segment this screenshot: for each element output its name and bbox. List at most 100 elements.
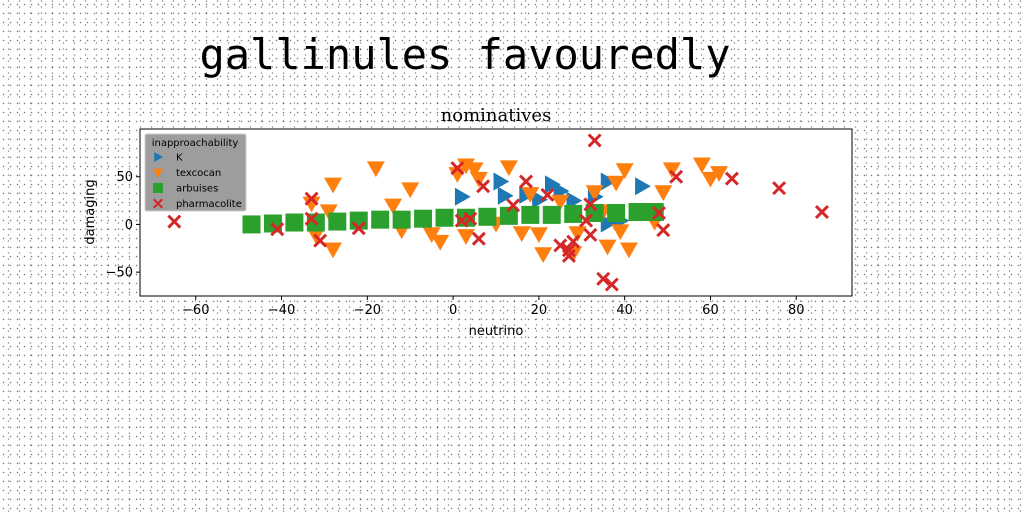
data-point bbox=[313, 233, 328, 248]
data-point bbox=[600, 172, 617, 191]
data-point bbox=[519, 174, 534, 189]
data-point bbox=[450, 161, 465, 176]
data-point bbox=[579, 213, 594, 228]
data-point bbox=[242, 215, 261, 234]
data-point bbox=[469, 171, 488, 188]
data-point bbox=[529, 227, 548, 243]
y-axis: −50 0 50 bbox=[106, 170, 140, 281]
data-point bbox=[645, 203, 664, 222]
y-tick-label: 50 bbox=[116, 170, 133, 185]
x-tick-label: −60 bbox=[182, 303, 209, 318]
plot-frame bbox=[139, 128, 853, 297]
chart-title: nominatives bbox=[441, 105, 552, 126]
data-point bbox=[465, 162, 484, 179]
data-point bbox=[701, 171, 720, 188]
legend-marker bbox=[154, 152, 163, 162]
data-point bbox=[553, 238, 568, 253]
data-point bbox=[585, 185, 604, 201]
data-point bbox=[598, 239, 617, 256]
data-point bbox=[499, 206, 518, 225]
x-tick-label: 20 bbox=[531, 303, 548, 318]
data-point bbox=[583, 197, 598, 212]
data-point bbox=[167, 214, 182, 229]
data-point bbox=[319, 204, 338, 221]
data-point bbox=[583, 227, 598, 242]
data-point bbox=[499, 160, 518, 177]
data-point bbox=[371, 210, 390, 229]
data-point bbox=[551, 194, 570, 211]
x-tick-label: 0 bbox=[449, 303, 457, 318]
series-1 bbox=[302, 157, 729, 264]
legend-label: pharmacolite bbox=[176, 199, 242, 210]
data-point bbox=[431, 234, 450, 251]
data-point bbox=[304, 211, 319, 226]
data-point bbox=[600, 214, 617, 233]
data-point bbox=[607, 175, 626, 192]
data-point bbox=[568, 226, 587, 243]
data-point bbox=[628, 203, 647, 222]
x-tick-label: 40 bbox=[616, 303, 633, 318]
x-tick-label: 80 bbox=[788, 303, 805, 318]
data-point bbox=[772, 181, 787, 196]
data-point bbox=[493, 172, 510, 191]
series-3 bbox=[167, 133, 829, 292]
data-point bbox=[587, 133, 602, 148]
data-point bbox=[566, 234, 581, 249]
data-point bbox=[302, 196, 321, 213]
x-axis-label: neutrino bbox=[469, 324, 524, 339]
data-point bbox=[532, 190, 548, 209]
data-point bbox=[654, 185, 673, 201]
data-point bbox=[656, 223, 671, 238]
data-point bbox=[471, 231, 486, 246]
data-point bbox=[724, 171, 739, 186]
data-point bbox=[651, 205, 666, 220]
data-point bbox=[561, 243, 576, 258]
data-point bbox=[814, 205, 829, 220]
data-point bbox=[285, 213, 304, 232]
legend-label: texcocan bbox=[176, 168, 221, 179]
legend-marker bbox=[153, 168, 163, 178]
legend-box bbox=[144, 133, 247, 212]
data-point bbox=[662, 162, 681, 179]
legend-title: inapproachability bbox=[152, 138, 239, 149]
data-point bbox=[454, 187, 471, 206]
x-axis: −60 −40 −20 0 20 40 60 80 bbox=[182, 296, 805, 318]
data-point bbox=[392, 210, 411, 229]
data-point bbox=[542, 205, 561, 224]
data-point bbox=[635, 177, 651, 196]
data-point bbox=[692, 157, 711, 174]
y-tick-label: −50 bbox=[106, 266, 133, 281]
data-point bbox=[324, 177, 343, 194]
data-point bbox=[366, 161, 385, 178]
y-axis-label: damaging bbox=[83, 179, 98, 244]
figure-suptitle: gallinules favouredly bbox=[199, 30, 731, 79]
data-point bbox=[506, 198, 521, 213]
data-point bbox=[611, 224, 630, 241]
data-point bbox=[619, 242, 638, 259]
data-point bbox=[564, 204, 583, 223]
legend-marker bbox=[153, 183, 163, 193]
data-point bbox=[521, 187, 540, 203]
data-point bbox=[512, 226, 531, 243]
data-point bbox=[401, 182, 420, 199]
data-point bbox=[669, 169, 684, 184]
data-point bbox=[270, 222, 285, 237]
x-tick-label: −40 bbox=[268, 303, 295, 318]
data-point bbox=[615, 163, 634, 180]
data-point bbox=[596, 271, 611, 286]
legend-marker bbox=[153, 198, 163, 209]
data-point bbox=[463, 211, 478, 226]
data-point bbox=[351, 221, 366, 236]
y-tick-label: 0 bbox=[125, 218, 133, 233]
marks-layer bbox=[167, 133, 829, 292]
data-point bbox=[456, 229, 475, 245]
data-point bbox=[324, 242, 343, 259]
data-point bbox=[384, 198, 403, 215]
data-point bbox=[521, 205, 540, 224]
x-tick-label: −20 bbox=[354, 303, 381, 318]
data-point bbox=[545, 175, 561, 194]
data-point bbox=[607, 203, 626, 222]
